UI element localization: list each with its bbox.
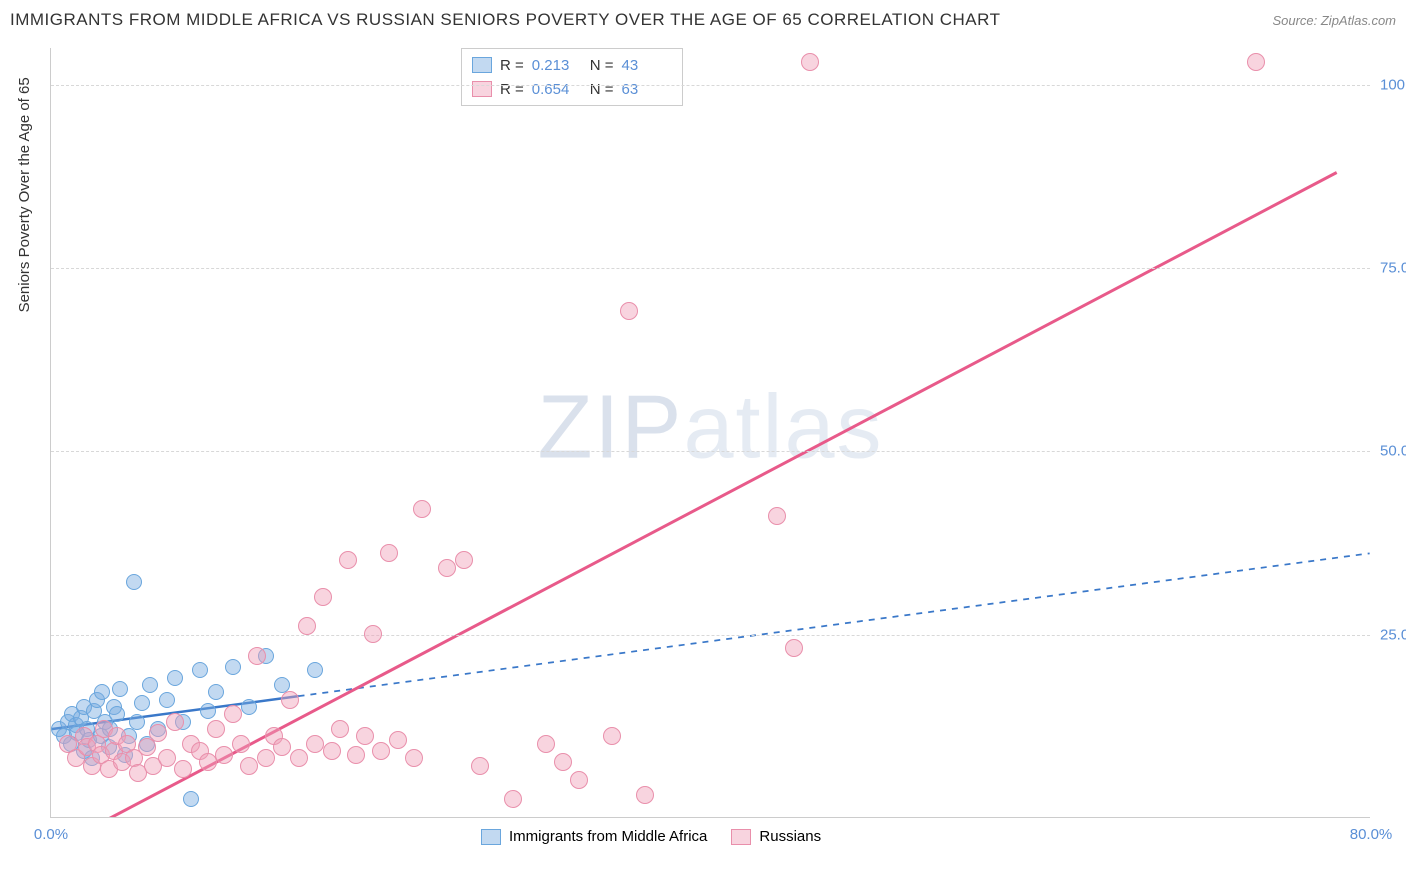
gridline (51, 451, 1370, 452)
series-legend: Immigrants from Middle Africa Russians (481, 828, 821, 845)
data-point (149, 724, 167, 742)
gridline (51, 268, 1370, 269)
data-point (307, 662, 323, 678)
legend-label: Russians (759, 828, 821, 845)
data-point (167, 670, 183, 686)
data-point (281, 691, 299, 709)
data-point (207, 720, 225, 738)
data-point (94, 684, 110, 700)
data-point (183, 791, 199, 807)
gridline (51, 635, 1370, 636)
legend-r-label: R = (500, 57, 524, 74)
data-point (636, 786, 654, 804)
data-point (554, 753, 572, 771)
legend-n-label: N = (590, 81, 614, 98)
y-tick-label: 100.0% (1380, 76, 1406, 93)
data-point (620, 302, 638, 320)
data-point (331, 720, 349, 738)
legend-row: R = 0.213 N = 43 (472, 53, 672, 77)
data-point (570, 771, 588, 789)
data-point (504, 790, 522, 808)
legend-label: Immigrants from Middle Africa (509, 828, 707, 845)
legend-row: R = 0.654 N = 63 (472, 77, 672, 101)
data-point (166, 713, 184, 731)
data-point (112, 681, 128, 697)
data-point (347, 746, 365, 764)
data-point (200, 703, 216, 719)
data-point (364, 625, 382, 643)
source-attribution: Source: ZipAtlas.com (1272, 13, 1396, 28)
y-tick-label: 75.0% (1380, 260, 1406, 277)
legend-r-label: R = (500, 81, 524, 98)
legend-item: Immigrants from Middle Africa (481, 828, 707, 845)
data-point (1247, 53, 1265, 71)
data-point (339, 551, 357, 569)
legend-n-value: 63 (622, 81, 672, 98)
legend-n-label: N = (590, 57, 614, 74)
data-point (603, 727, 621, 745)
data-point (240, 757, 258, 775)
data-point (129, 714, 145, 730)
chart-title: IMMIGRANTS FROM MIDDLE AFRICA VS RUSSIAN… (10, 10, 1001, 30)
data-point (405, 749, 423, 767)
x-tick-label: 80.0% (1350, 826, 1393, 843)
data-point (138, 738, 156, 756)
x-tick-label: 0.0% (34, 826, 68, 843)
legend-swatch (472, 81, 492, 97)
legend-item: Russians (731, 828, 821, 845)
y-tick-label: 50.0% (1380, 443, 1406, 460)
data-point (372, 742, 390, 760)
gridline (51, 85, 1370, 86)
data-point (356, 727, 374, 745)
data-point (199, 753, 217, 771)
data-point (290, 749, 308, 767)
data-point (471, 757, 489, 775)
watermark: ZIPatlas (537, 376, 883, 479)
data-point (298, 617, 316, 635)
data-point (159, 692, 175, 708)
data-point (455, 551, 473, 569)
legend-swatch (472, 57, 492, 73)
legend-swatch (481, 829, 501, 845)
y-tick-label: 25.0% (1380, 626, 1406, 643)
data-point (438, 559, 456, 577)
legend-r-value: 0.213 (532, 57, 582, 74)
regression-line-extension (299, 553, 1370, 696)
data-point (126, 574, 142, 590)
data-point (323, 742, 341, 760)
data-point (192, 662, 208, 678)
correlation-legend: R = 0.213 N = 43 R = 0.654 N = 63 (461, 48, 683, 106)
data-point (413, 500, 431, 518)
data-point (380, 544, 398, 562)
data-point (224, 705, 242, 723)
data-point (248, 647, 266, 665)
plot-area: ZIPatlas R =0.213N =43R =0.654N =63 Immi… (50, 48, 1370, 818)
data-point (768, 507, 786, 525)
legend-n-value: 43 (622, 57, 672, 74)
data-point (801, 53, 819, 71)
data-point (174, 760, 192, 778)
y-axis-label: Seniors Poverty Over the Age of 65 (16, 77, 33, 312)
data-point (241, 699, 257, 715)
data-point (215, 746, 233, 764)
data-point (273, 738, 291, 756)
legend-swatch (731, 829, 751, 845)
data-point (537, 735, 555, 753)
data-point (306, 735, 324, 753)
data-point (109, 706, 125, 722)
data-point (158, 749, 176, 767)
data-point (225, 659, 241, 675)
data-point (208, 684, 224, 700)
data-point (142, 677, 158, 693)
legend-r-value: 0.654 (532, 81, 582, 98)
data-point (389, 731, 407, 749)
regression-line (84, 173, 1336, 817)
data-point (232, 735, 250, 753)
data-point (257, 749, 275, 767)
data-point (785, 639, 803, 657)
data-point (134, 695, 150, 711)
data-point (314, 588, 332, 606)
